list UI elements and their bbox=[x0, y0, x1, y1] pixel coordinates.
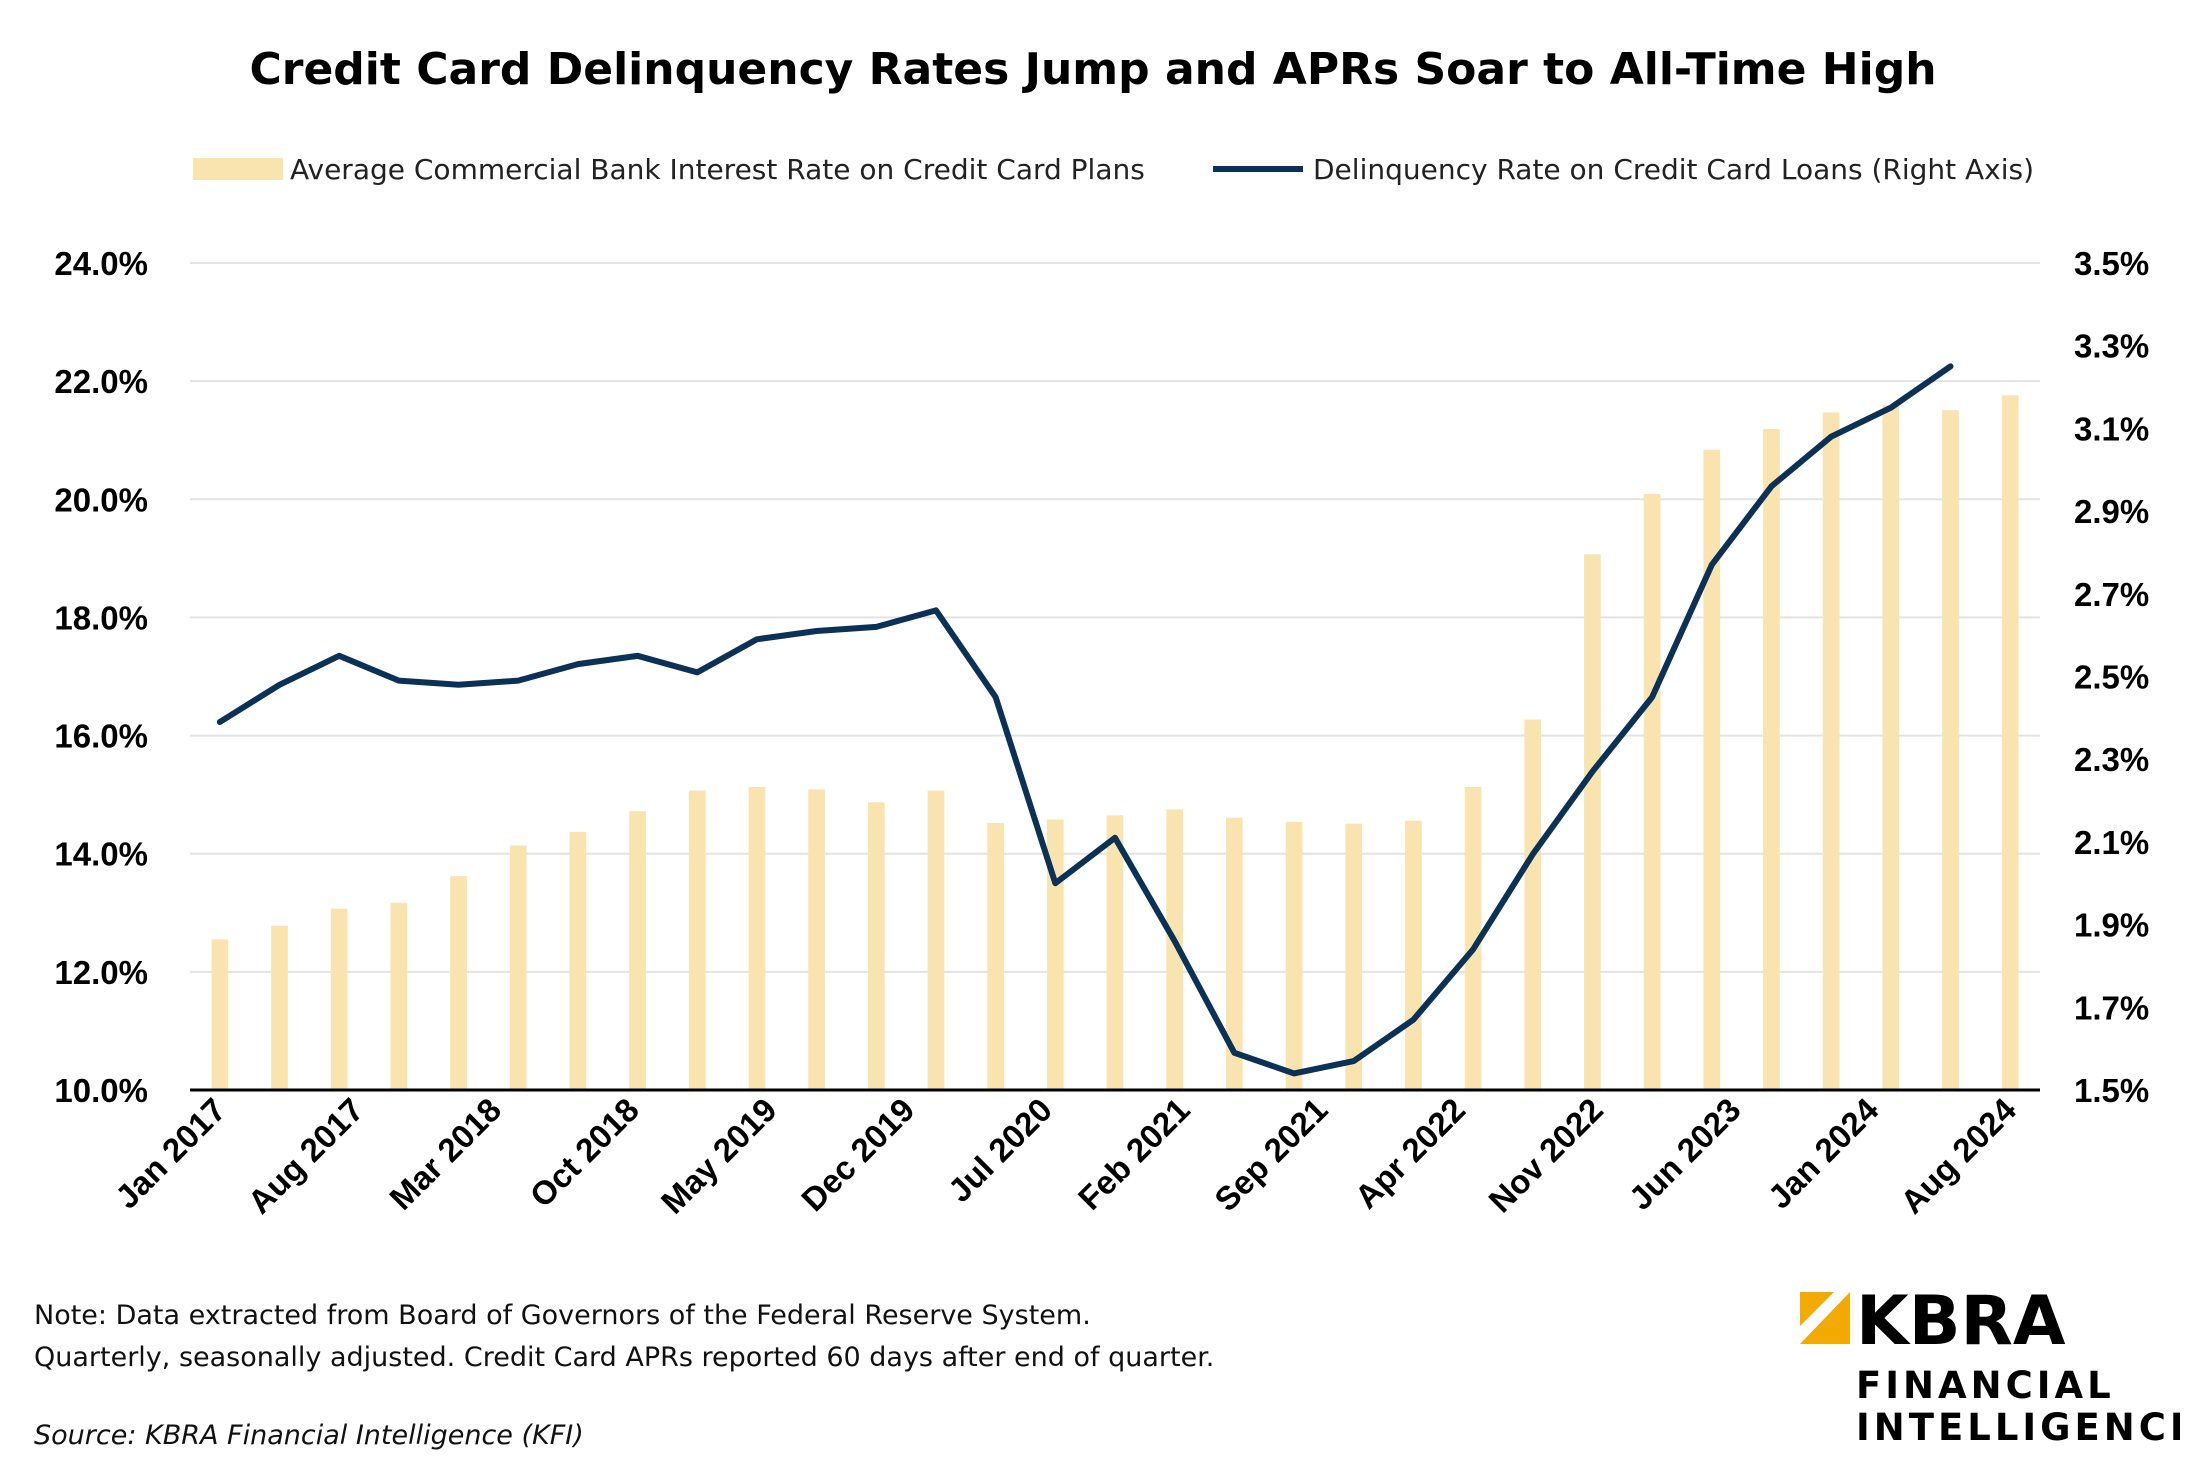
right-tick-label: 2.3% bbox=[2074, 741, 2149, 778]
legend-swatch-bar bbox=[193, 158, 283, 180]
bar bbox=[808, 789, 825, 1090]
left-axis-ticks: 10.0% 12.0% 14.0% 16.0% 18.0% 20.0% 22.0% 24.0% bbox=[54, 245, 148, 1109]
right-tick-label: 2.7% bbox=[2074, 576, 2149, 613]
bar bbox=[509, 845, 527, 1090]
right-tick-label: 2.9% bbox=[2074, 493, 2149, 530]
legend-label-bar: Average Commercial Bank Interest Rate on… bbox=[290, 153, 1145, 186]
bar bbox=[211, 939, 229, 1090]
bar bbox=[1405, 820, 1422, 1090]
logo-brand: KBRA bbox=[1856, 1292, 2066, 1361]
bar bbox=[1464, 786, 1482, 1090]
x-tick-label: Oct 2018 bbox=[522, 1091, 645, 1214]
bar bbox=[2001, 395, 2019, 1090]
bar bbox=[271, 925, 288, 1090]
note-line-1: Note: Data extracted from Board of Gover… bbox=[34, 1300, 1091, 1331]
line-series bbox=[216, 363, 1954, 1077]
x-tick-label: Jul 2020 bbox=[941, 1091, 1059, 1209]
x-tick-label: May 2019 bbox=[654, 1091, 784, 1221]
right-tick-label: 1.7% bbox=[2074, 989, 2149, 1026]
x-tick-label: Mar 2018 bbox=[382, 1091, 508, 1217]
bar bbox=[748, 786, 766, 1090]
x-axis-ticks: Jan 2017 Aug 2017 Mar 2018 Oct 2018 May 2019… bbox=[108, 1090, 2024, 1220]
bar bbox=[688, 790, 706, 1090]
left-tick-label: 18.0% bbox=[54, 599, 148, 636]
left-tick-label: 20.0% bbox=[54, 481, 148, 518]
kbra-logo: KBRA FINANCIAL INTELLIGENCE bbox=[1800, 1292, 2180, 1449]
bar bbox=[1703, 449, 1721, 1090]
bar bbox=[1285, 821, 1303, 1090]
legend: Average Commercial Bank Interest Rate on… bbox=[193, 153, 2034, 186]
note-line-2: Quarterly, seasonally adjusted. Credit C… bbox=[34, 1342, 1215, 1373]
bar bbox=[390, 902, 408, 1090]
bar bbox=[1882, 405, 1900, 1090]
delinquency-line bbox=[216, 363, 1954, 1077]
bar bbox=[1643, 493, 1661, 1090]
x-tick-label: Aug 2024 bbox=[1893, 1090, 2023, 1220]
left-tick-label: 12.0% bbox=[54, 954, 148, 991]
left-tick-label: 24.0% bbox=[54, 245, 148, 282]
chart-title: Credit Card Delinquency Rates Jump and A… bbox=[249, 44, 1936, 95]
bar bbox=[987, 822, 1004, 1090]
source-note: Source: KBRA Financial Intelligence (KFI… bbox=[34, 1420, 584, 1451]
right-tick-label: 3.3% bbox=[2074, 328, 2149, 365]
bar bbox=[1822, 412, 1840, 1091]
bar bbox=[1166, 809, 1184, 1090]
right-tick-label: 3.5% bbox=[2074, 245, 2149, 282]
x-tick-label: Apr 2022 bbox=[1347, 1091, 1472, 1216]
bar bbox=[1106, 815, 1124, 1090]
bar bbox=[569, 831, 587, 1090]
right-axis-ticks: 1.5% 1.7% 1.9% 2.1% 2.3% 2.5% 2.7% 2.9% 3.1% 3.3%… bbox=[2074, 245, 2149, 1109]
left-tick-label: 22.0% bbox=[54, 363, 148, 400]
left-tick-label: 14.0% bbox=[54, 836, 148, 873]
x-tick-label: Feb 2021 bbox=[1071, 1091, 1197, 1217]
right-tick-label: 3.1% bbox=[2074, 410, 2149, 447]
logo-accent-top bbox=[1800, 1292, 1834, 1326]
bar bbox=[1942, 410, 1959, 1090]
bar bbox=[867, 802, 885, 1090]
x-tick-label: Sep 2021 bbox=[1207, 1091, 1334, 1218]
right-tick-label: 1.9% bbox=[2074, 907, 2149, 944]
bar bbox=[1584, 554, 1601, 1090]
right-tick-label: 1.5% bbox=[2074, 1072, 2149, 1109]
bar bbox=[927, 790, 945, 1090]
bar-series bbox=[211, 395, 2019, 1091]
x-tick-label: Aug 2017 bbox=[241, 1091, 371, 1221]
bar bbox=[1345, 823, 1363, 1090]
x-tick-label: Dec 2019 bbox=[794, 1091, 921, 1218]
logo-accent-bottom bbox=[1800, 1292, 1850, 1344]
bar bbox=[1046, 819, 1064, 1090]
left-tick-label: 16.0% bbox=[54, 718, 148, 755]
left-tick-label: 10.0% bbox=[54, 1072, 148, 1109]
bar bbox=[330, 908, 348, 1090]
x-tick-label: Jan 2017 bbox=[108, 1091, 233, 1216]
x-tick-label: Nov 2022 bbox=[1481, 1091, 1610, 1220]
bar bbox=[629, 811, 646, 1090]
x-tick-label: Jan 2024 bbox=[1761, 1090, 1886, 1215]
x-tick-label: Jun 2023 bbox=[1622, 1091, 1748, 1217]
bar bbox=[1763, 428, 1780, 1090]
logo-line-1: FINANCIAL bbox=[1856, 1364, 2115, 1407]
right-tick-label: 2.5% bbox=[2074, 659, 2149, 696]
bar bbox=[1226, 817, 1243, 1090]
legend-label-line: Delinquency Rate on Credit Card Loans (R… bbox=[1313, 153, 2034, 186]
logo-line-2: INTELLIGENCE bbox=[1856, 1406, 2180, 1449]
bar bbox=[1524, 719, 1542, 1090]
bar bbox=[450, 876, 467, 1090]
right-tick-label: 2.1% bbox=[2074, 824, 2149, 861]
